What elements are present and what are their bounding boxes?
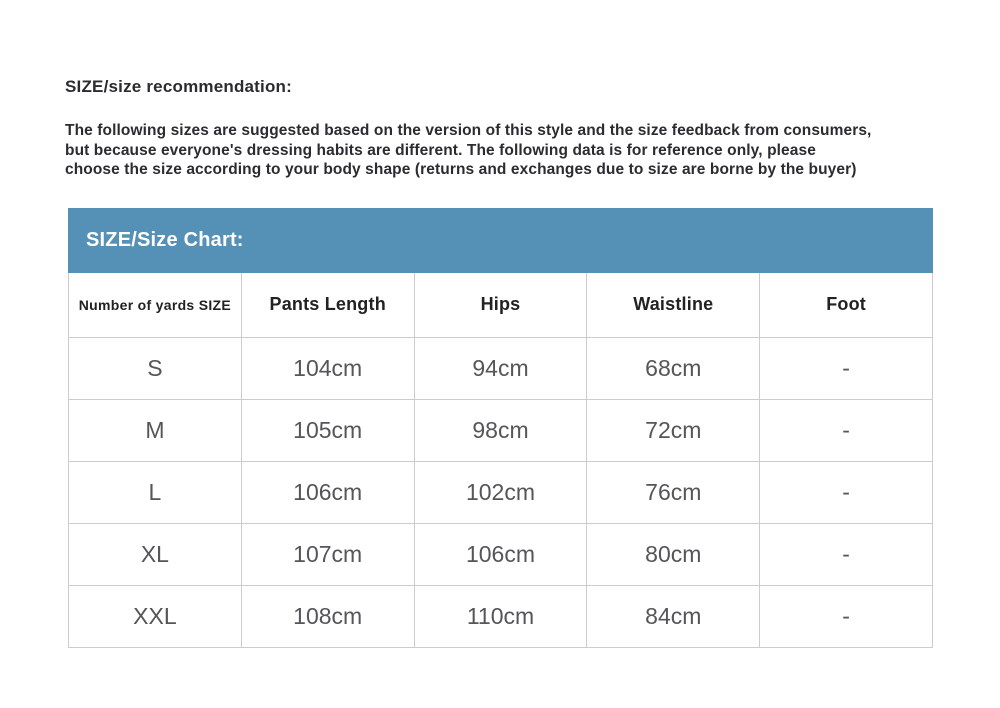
size-cell: XXL xyxy=(68,584,242,648)
table-row: XXL 108cm 110cm 84cm - xyxy=(68,584,933,648)
measurement-cell: 104cm xyxy=(240,336,415,400)
table-row: L 106cm 102cm 76cm - xyxy=(68,460,933,524)
measurement-cell: - xyxy=(759,584,933,648)
measurement-cell: - xyxy=(759,398,933,462)
measurement-cell: 94cm xyxy=(413,336,588,400)
size-table: Number of yards SIZE Pants Length Hips W… xyxy=(68,273,933,648)
measurement-cell: 106cm xyxy=(240,460,415,524)
measurement-cell: 84cm xyxy=(586,584,761,648)
size-table-body: S 104cm 94cm 68cm - M 105cm 98cm 72cm - L 106cm 102c… xyxy=(68,336,933,648)
intro-paragraph: The following sizes are suggested based … xyxy=(65,121,871,180)
measurement-cell: 110cm xyxy=(413,584,588,648)
measurement-cell: 102cm xyxy=(413,460,588,524)
measurement-cell: 72cm xyxy=(586,398,761,462)
size-cell: XL xyxy=(68,522,242,586)
size-cell: S xyxy=(68,336,242,400)
intro-line: but because everyone's dressing habits a… xyxy=(65,141,816,159)
measurement-cell: 105cm xyxy=(240,398,415,462)
size-chart-title: SIZE/Size Chart: xyxy=(68,208,933,273)
measurement-cell: - xyxy=(759,522,933,586)
measurement-cell: 107cm xyxy=(240,522,415,586)
column-header-waistline: Waistline xyxy=(586,273,761,338)
measurement-cell: 68cm xyxy=(586,336,761,400)
header-row: Number of yards SIZE Pants Length Hips W… xyxy=(68,273,933,338)
table-row: M 105cm 98cm 72cm - xyxy=(68,398,933,462)
measurement-cell: 108cm xyxy=(240,584,415,648)
intro-line: choose the size according to your body s… xyxy=(65,161,857,178)
size-cell: L xyxy=(68,460,242,524)
table-row: S 104cm 94cm 68cm - xyxy=(68,336,933,400)
page-title: SIZE/size recommendation: xyxy=(65,77,292,96)
size-chart-section: SIZE/Size Chart: Number of yards SIZE Pa… xyxy=(68,208,933,648)
measurement-cell: - xyxy=(759,336,933,400)
measurement-cell: 76cm xyxy=(586,460,761,524)
size-cell: M xyxy=(68,398,242,462)
size-table-header: Number of yards SIZE Pants Length Hips W… xyxy=(68,273,933,338)
column-header-foot: Foot xyxy=(759,273,933,338)
measurement-cell: 106cm xyxy=(413,522,588,586)
table-row: XL 107cm 106cm 80cm - xyxy=(68,522,933,586)
measurement-cell: 98cm xyxy=(413,398,588,462)
column-header-pants-length: Pants Length xyxy=(240,273,415,338)
measurement-cell: 80cm xyxy=(586,522,761,586)
column-header-hips: Hips xyxy=(413,273,588,338)
column-header-size: Number of yards SIZE xyxy=(68,273,242,338)
intro-line: The following sizes are suggested based … xyxy=(65,122,872,139)
measurement-cell: - xyxy=(759,460,933,524)
